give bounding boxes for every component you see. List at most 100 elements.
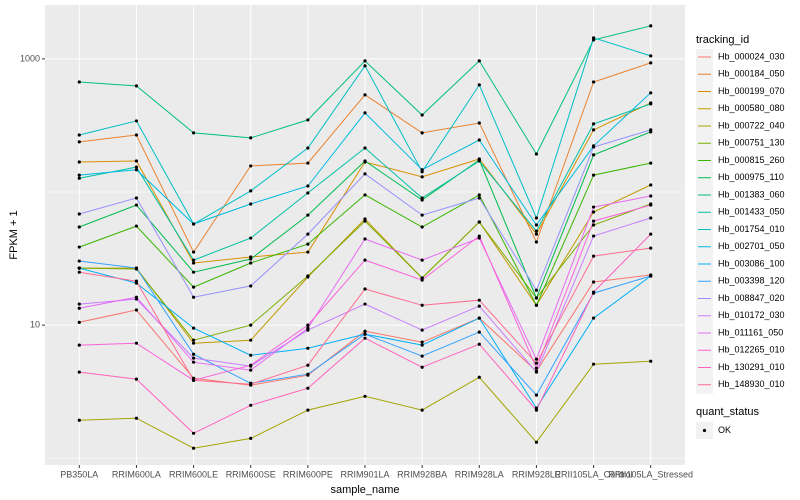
data-point	[420, 131, 424, 135]
data-point	[363, 329, 367, 333]
data-point	[420, 196, 424, 200]
data-point	[591, 153, 596, 157]
data-point	[134, 416, 139, 420]
data-point	[77, 212, 81, 216]
data-point	[591, 122, 596, 126]
data-point	[420, 113, 424, 117]
data-point	[191, 352, 196, 356]
data-point	[363, 93, 367, 97]
data-point	[134, 341, 139, 345]
legend-label: Hb_130291_010	[718, 362, 785, 372]
legend-label: Hb_000975_110	[718, 172, 784, 182]
data-point	[477, 138, 481, 142]
data-point	[77, 160, 81, 164]
x-tick-label: RRIM600LA	[112, 469, 161, 479]
data-point	[477, 83, 481, 87]
data-point	[477, 196, 481, 200]
y-tick-label: 10	[30, 320, 40, 330]
data-point	[77, 306, 81, 310]
data-point	[306, 232, 310, 236]
x-tick-label: RRIM600PE	[283, 469, 333, 479]
data-point	[191, 341, 196, 345]
data-point	[134, 203, 139, 207]
data-point	[363, 219, 367, 223]
data-point	[363, 258, 367, 262]
data-point	[534, 288, 539, 292]
data-point	[534, 216, 539, 220]
data-point	[191, 270, 196, 274]
data-point	[77, 320, 81, 324]
data-point	[363, 287, 367, 291]
data-point	[363, 394, 367, 398]
data-point	[420, 278, 424, 282]
data-point	[649, 183, 653, 187]
data-point	[77, 245, 81, 249]
data-point	[591, 210, 596, 214]
legend-label: Hb_000184_050	[718, 69, 785, 79]
data-point	[134, 84, 139, 88]
data-point	[477, 220, 481, 224]
x-tick-label: RRIM901LA	[340, 469, 389, 479]
x-tick-label: RRIM928BA	[397, 469, 447, 479]
x-tick-label: RRIM600LE	[169, 469, 218, 479]
data-point	[134, 119, 139, 123]
legend-title: tracking_id	[696, 34, 749, 46]
data-point	[477, 121, 481, 125]
data-point	[477, 159, 481, 163]
data-point	[534, 393, 539, 397]
data-point	[591, 80, 596, 84]
data-point	[591, 173, 596, 177]
data-point	[363, 172, 367, 176]
data-point	[191, 295, 196, 299]
data-point	[363, 159, 367, 163]
data-point	[191, 326, 196, 330]
data-point	[249, 164, 253, 168]
data-point	[649, 194, 653, 198]
data-point	[363, 64, 367, 68]
legend-label: Hb_003086_100	[718, 258, 785, 268]
data-point	[591, 362, 596, 366]
data-point	[534, 240, 539, 244]
data-point	[363, 336, 367, 340]
data-point	[249, 363, 253, 367]
data-point	[134, 377, 139, 381]
data-point	[534, 370, 539, 374]
data-point	[77, 176, 81, 180]
data-point	[363, 111, 367, 115]
legend-label: Hb_000024_030	[718, 51, 785, 61]
data-point	[649, 61, 653, 65]
data-point	[191, 261, 196, 265]
data-point	[134, 308, 139, 312]
data-point	[77, 418, 81, 422]
data-point	[249, 323, 253, 327]
data-point	[649, 128, 653, 132]
legend-point	[702, 428, 707, 433]
legend-label: Hb_002701_050	[718, 241, 785, 251]
data-point	[191, 360, 196, 364]
data-point	[306, 242, 310, 246]
data-point	[534, 229, 539, 233]
data-point	[306, 274, 310, 278]
legend-label: Hb_001754_010	[718, 224, 785, 234]
data-point	[249, 136, 253, 140]
data-point	[649, 203, 653, 207]
data-point	[420, 340, 424, 344]
data-point	[77, 259, 81, 263]
data-point	[306, 363, 310, 367]
data-point	[591, 223, 596, 227]
data-point	[477, 234, 481, 238]
data-point	[77, 225, 81, 229]
x-tick-label: PB350LA	[60, 469, 98, 479]
data-point	[249, 436, 253, 440]
legend-label: Hb_000751_130	[718, 138, 785, 148]
x-tick-label: RRII105LA_Stressed	[608, 469, 693, 479]
data-point	[191, 250, 196, 254]
x-tick-label: RRIM928LE	[512, 469, 561, 479]
data-point	[306, 326, 310, 330]
data-point	[77, 173, 81, 177]
data-point	[77, 302, 81, 306]
data-point	[477, 193, 481, 197]
data-point	[649, 232, 653, 236]
legend-label: Hb_001433_050	[718, 207, 785, 217]
data-point	[306, 213, 310, 217]
